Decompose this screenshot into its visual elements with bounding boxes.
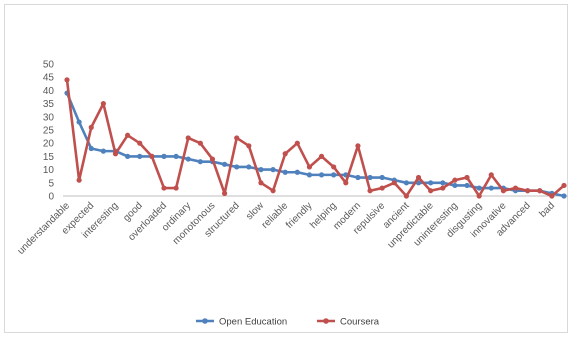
data-point: [258, 167, 264, 173]
data-point: [488, 172, 494, 178]
y-tick-label: 45: [43, 73, 55, 84]
data-point: [306, 172, 313, 178]
data-point: [476, 185, 482, 191]
data-point: [112, 151, 119, 157]
data-point: [185, 135, 191, 141]
data-point: [464, 174, 470, 181]
data-point: [173, 153, 179, 159]
data-point: [137, 153, 143, 159]
data-point: [415, 174, 422, 181]
data-point: [246, 164, 252, 170]
data-point: [221, 190, 228, 196]
data-point: [137, 140, 143, 146]
data-point: [197, 140, 203, 146]
data-point: [561, 182, 567, 189]
data-point: [234, 135, 240, 141]
y-axis: 0 5 10 15 20 25 30 35 40 45 50: [43, 60, 55, 203]
data-point: [88, 145, 94, 152]
data-point: [282, 169, 288, 175]
y-tick-label: 50: [43, 60, 55, 71]
y-tick-label: 15: [43, 152, 55, 163]
series-2: [64, 77, 567, 199]
data-point: [76, 177, 82, 183]
data-point: [161, 185, 167, 191]
data-point: [525, 188, 531, 194]
chart-frame: [4, 4, 568, 333]
data-point: [537, 188, 543, 194]
data-point: [464, 182, 470, 189]
data-point: [88, 124, 94, 130]
y-tick-label: 30: [43, 112, 55, 123]
data-point: [452, 177, 458, 183]
data-point: [306, 164, 313, 170]
data-point: [318, 172, 325, 178]
data-point: [294, 169, 300, 175]
data-point: [270, 188, 276, 194]
data-point: [452, 182, 458, 189]
data-point: [379, 185, 385, 191]
data-point: [100, 148, 106, 154]
y-tick-label: 10: [43, 165, 55, 176]
data-point: [367, 188, 373, 194]
data-point: [331, 164, 337, 170]
data-point: [549, 193, 555, 199]
y-tick-label: 20: [43, 139, 55, 150]
y-tick-label: 35: [43, 99, 55, 110]
data-point: [270, 167, 276, 173]
data-point: [197, 159, 203, 165]
data-point: [161, 153, 167, 159]
data-point: [282, 151, 288, 157]
data-point: [209, 156, 216, 162]
data-point: [391, 180, 397, 186]
data-point: [367, 174, 373, 181]
series-layer: [64, 77, 567, 199]
legend-marker: [202, 318, 208, 324]
legend-label: Open Education: [219, 317, 287, 328]
data-point: [512, 185, 519, 191]
y-tick-label: 5: [48, 178, 54, 189]
data-point: [355, 174, 361, 181]
data-point: [440, 185, 446, 191]
data-point: [258, 180, 264, 186]
data-point: [428, 180, 434, 186]
data-point: [294, 140, 300, 146]
data-point: [403, 180, 410, 186]
data-point: [379, 174, 385, 181]
data-point: [246, 143, 252, 149]
data-point: [234, 164, 240, 170]
data-point: [561, 193, 567, 199]
data-point: [221, 161, 228, 167]
legend-label: Coursera: [340, 317, 380, 328]
data-point: [488, 185, 494, 191]
data-point: [125, 153, 131, 159]
data-point: [428, 188, 434, 194]
data-point: [403, 193, 410, 199]
data-point: [476, 193, 482, 199]
x-tick-label: friendly: [284, 200, 315, 231]
x-tick-label: bad: [537, 200, 557, 220]
data-point: [125, 132, 131, 138]
data-point: [173, 185, 179, 191]
data-point: [440, 180, 446, 186]
legend-marker: [323, 318, 329, 324]
y-tick-label: 0: [48, 192, 54, 203]
data-point: [100, 101, 106, 107]
y-tick-label: 40: [43, 86, 55, 97]
data-point: [64, 77, 70, 83]
data-point: [185, 156, 191, 162]
data-point: [355, 143, 361, 149]
data-point: [76, 119, 82, 125]
y-tick-label: 25: [43, 126, 55, 137]
data-point: [331, 172, 337, 178]
legend: Open Education Coursera: [196, 317, 380, 328]
data-point: [149, 153, 155, 159]
data-point: [343, 180, 349, 186]
data-point: [500, 188, 506, 194]
series-line: [65, 78, 566, 198]
data-point: [318, 153, 325, 159]
